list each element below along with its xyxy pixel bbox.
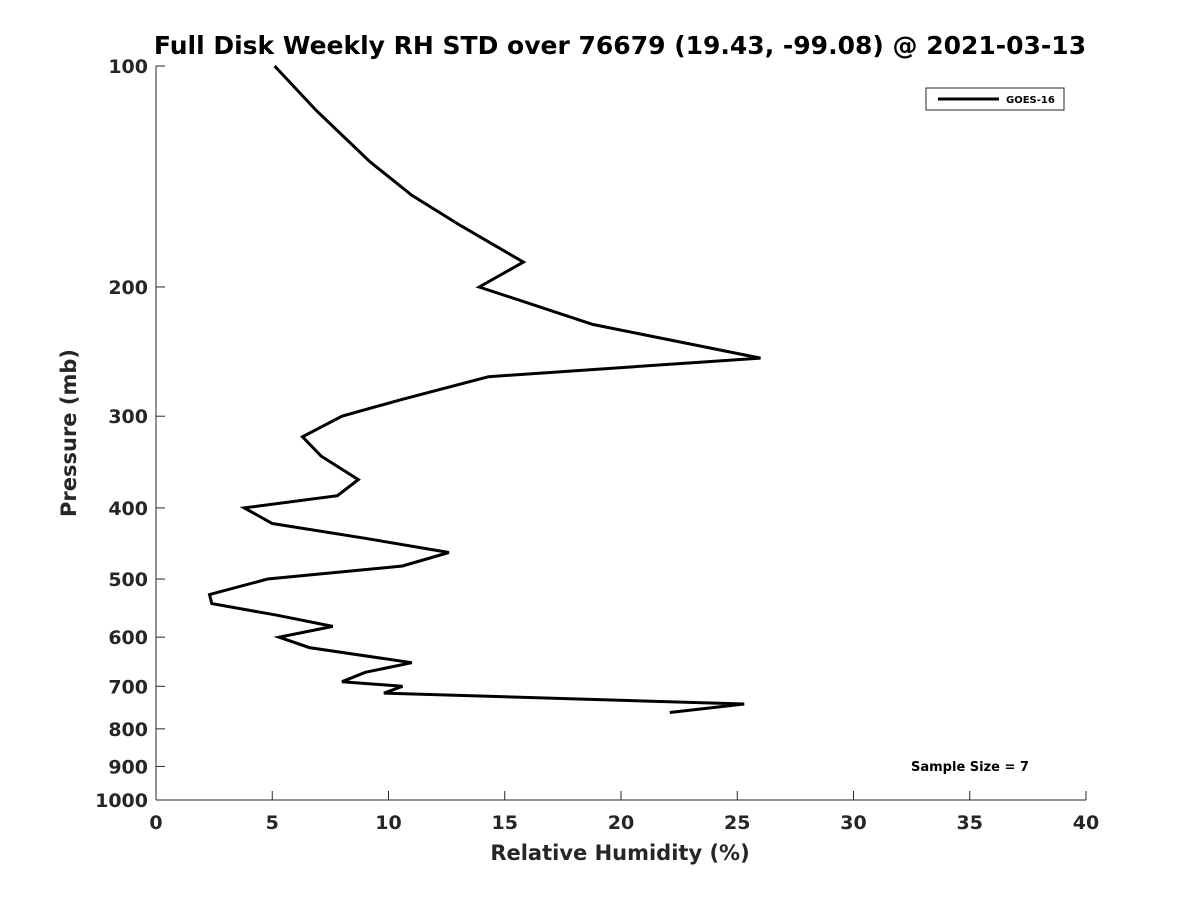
sample-size-annotation: Sample Size = 7 bbox=[911, 760, 1029, 775]
y-tick-label: 400 bbox=[108, 498, 148, 520]
y-tick-label: 100 bbox=[108, 56, 148, 78]
x-tick-label: 5 bbox=[266, 812, 279, 834]
legend: GOES-16 bbox=[925, 87, 1065, 111]
x-tick-label: 10 bbox=[375, 812, 401, 834]
x-tick-label: 15 bbox=[492, 812, 518, 834]
y-axis-label: Pressure (mb) bbox=[57, 349, 81, 517]
x-tick-label: 0 bbox=[149, 812, 162, 834]
y-tick-label: 700 bbox=[108, 676, 148, 698]
y-tick-label: 1000 bbox=[95, 790, 148, 812]
y-tick-label: 500 bbox=[108, 569, 148, 591]
y-tick-label: 600 bbox=[108, 627, 148, 649]
x-tick-label: 25 bbox=[724, 812, 750, 834]
y-tick-label: 800 bbox=[108, 719, 148, 741]
x-tick-label: 30 bbox=[840, 812, 866, 834]
x-tick-label: 40 bbox=[1073, 812, 1099, 834]
y-ticks: 100 200 300 400 500 600 700 800 900 1000 bbox=[95, 56, 165, 812]
series-line-goes-16 bbox=[207, 64, 761, 714]
x-ticks: 0 5 10 15 20 25 30 35 40 bbox=[149, 791, 1099, 834]
chart-title: Full Disk Weekly RH STD over 76679 (19.4… bbox=[154, 31, 1086, 60]
x-tick-label: 35 bbox=[957, 812, 983, 834]
y-tick-label: 900 bbox=[108, 756, 148, 778]
y-tick-label: 300 bbox=[108, 406, 148, 428]
x-axis-label: Relative Humidity (%) bbox=[490, 841, 749, 865]
legend-entry-goes-16: GOES-16 bbox=[1006, 95, 1055, 106]
y-tick-label: 200 bbox=[108, 277, 148, 299]
x-tick-label: 20 bbox=[608, 812, 634, 834]
